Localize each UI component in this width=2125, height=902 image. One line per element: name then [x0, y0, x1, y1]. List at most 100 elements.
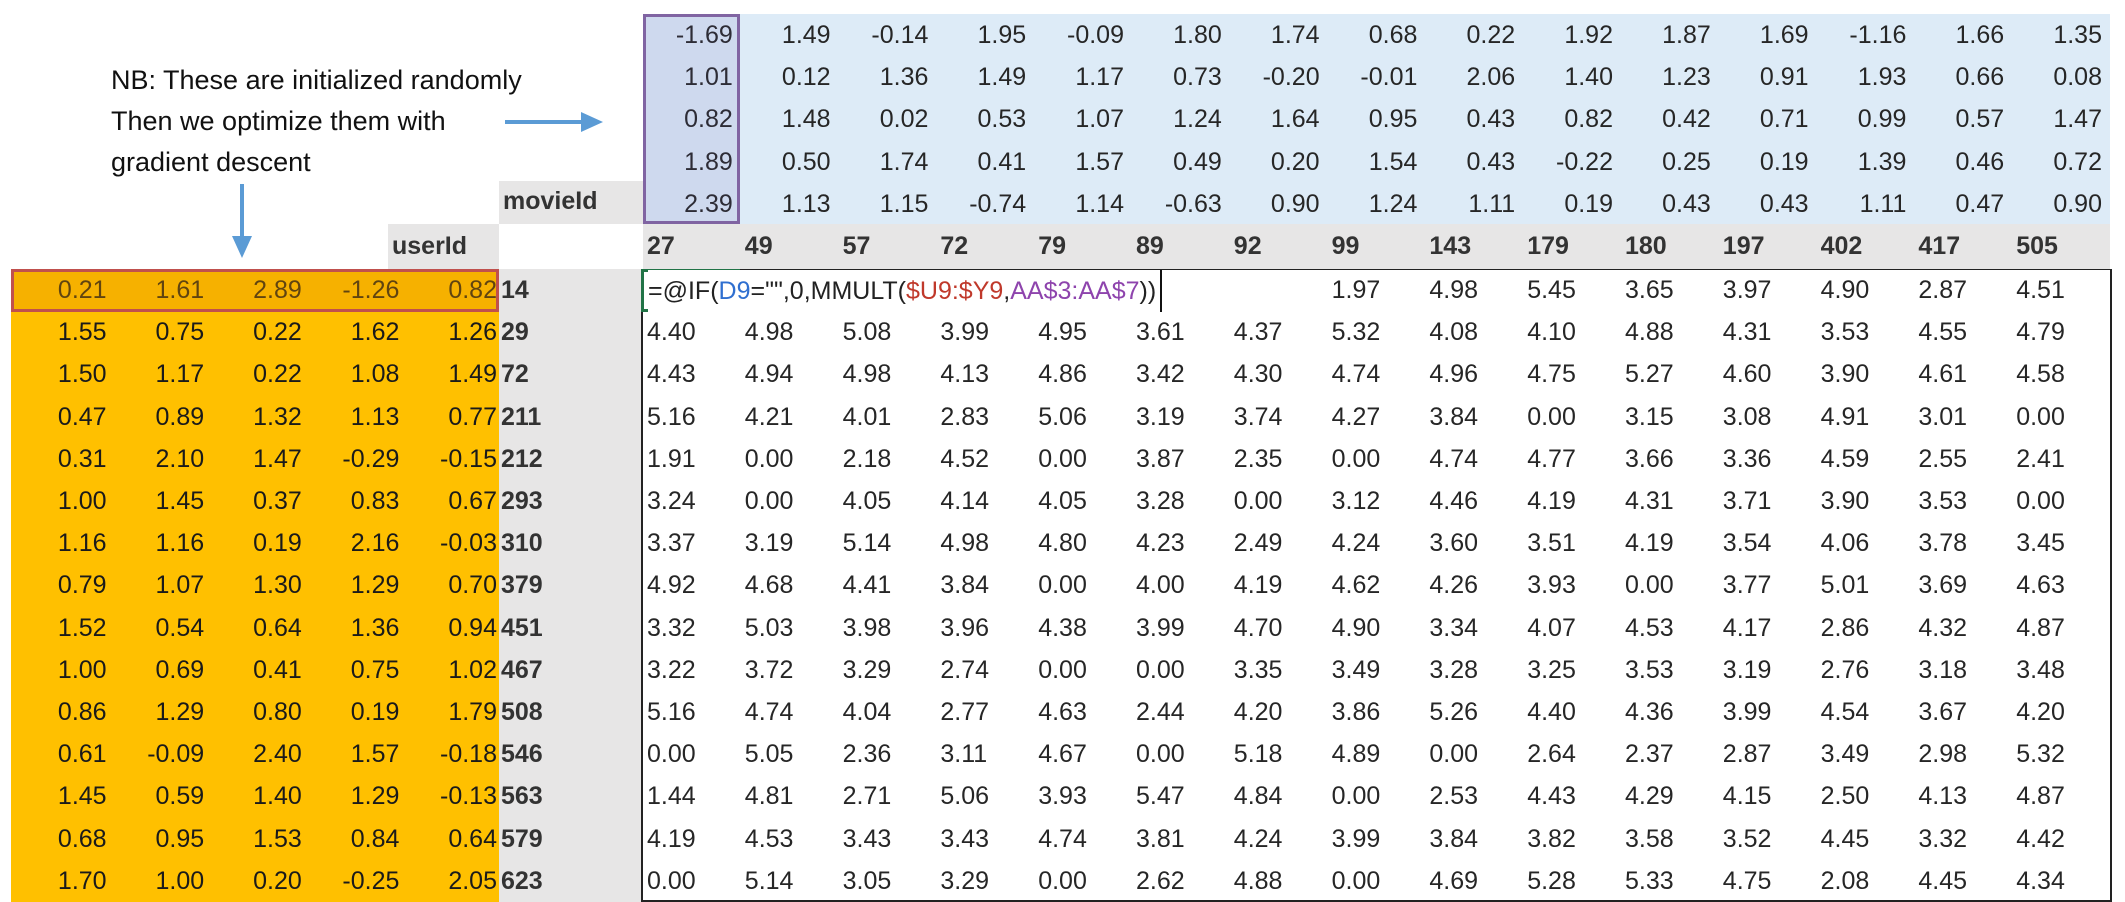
prediction-cell[interactable]: 0.00 — [647, 740, 696, 769]
movie-factor-cell[interactable]: -1.69 — [675, 21, 733, 49]
prediction-cell[interactable]: 3.98 — [842, 613, 892, 642]
prediction-cell[interactable]: 5.03 — [744, 613, 794, 642]
prediction-cell[interactable]: 3.43 — [842, 824, 892, 853]
user-factor-cell[interactable]: 1.49 — [448, 360, 497, 389]
prediction-cell[interactable]: 0.00 — [1331, 866, 1381, 895]
user-factor-cell[interactable]: 0.83 — [350, 487, 400, 515]
prediction-cell[interactable]: 5.06 — [940, 782, 990, 811]
prediction-cell[interactable]: 2.53 — [1429, 782, 1479, 811]
prediction-cell[interactable]: 3.81 — [1136, 824, 1185, 853]
prediction-cell[interactable]: 3.19 — [1722, 655, 1772, 684]
movie-factor-cell[interactable]: 0.82 — [1564, 105, 1613, 134]
prediction-cell[interactable]: 5.26 — [1429, 698, 1479, 726]
user-factor-cell[interactable]: 1.61 — [155, 276, 205, 304]
prediction-cell[interactable]: 1.91 — [647, 444, 696, 473]
prediction-cell[interactable]: 0.00 — [2016, 402, 2065, 431]
prediction-cell[interactable]: 2.76 — [1820, 655, 1870, 684]
user-factor-cell[interactable]: -0.13 — [440, 782, 497, 811]
prediction-cell[interactable]: 5.18 — [1233, 740, 1283, 769]
prediction-cell[interactable]: 4.31 — [1722, 318, 1772, 347]
prediction-cell[interactable]: 4.31 — [1625, 487, 1674, 515]
prediction-cell[interactable]: 3.66 — [1625, 444, 1674, 473]
prediction-cell[interactable]: 4.42 — [2016, 824, 2065, 853]
prediction-cell[interactable]: 0.00 — [1429, 740, 1479, 769]
movie-factor-cell[interactable]: 1.15 — [879, 189, 929, 218]
prediction-cell[interactable]: 4.36 — [1625, 698, 1674, 726]
movie-factor-cell[interactable]: 0.02 — [879, 105, 929, 134]
prediction-cell[interactable]: 5.14 — [744, 866, 794, 895]
user-factor-cell[interactable]: 1.17 — [155, 360, 205, 389]
prediction-cell[interactable]: 0.00 — [1331, 444, 1381, 473]
prediction-cell[interactable]: 4.91 — [1820, 402, 1870, 431]
movie-factor-cell[interactable]: 1.01 — [684, 63, 733, 92]
prediction-cell[interactable]: 3.37 — [647, 529, 696, 558]
prediction-cell[interactable]: 3.28 — [1136, 487, 1185, 515]
selected-movie-column[interactable] — [643, 14, 740, 224]
user-factor-cell[interactable]: -0.29 — [342, 444, 400, 473]
user-factor-cell[interactable]: 1.16 — [155, 529, 205, 558]
prediction-cell[interactable]: 3.84 — [1429, 402, 1479, 431]
prediction-cell[interactable]: 4.19 — [1625, 529, 1674, 558]
user-factor-cell[interactable]: 1.36 — [350, 613, 400, 642]
prediction-cell[interactable]: 4.98 — [940, 529, 990, 558]
user-factor-cell[interactable]: 1.13 — [350, 402, 400, 431]
prediction-cell[interactable]: 3.78 — [1918, 529, 1968, 558]
prediction-cell[interactable]: 4.01 — [842, 402, 892, 431]
movie-factor-cell[interactable]: -0.74 — [969, 189, 1027, 218]
prediction-cell[interactable]: 4.81 — [744, 782, 794, 811]
prediction-cell[interactable]: 4.63 — [1038, 698, 1087, 726]
prediction-cell[interactable]: 4.20 — [1233, 698, 1283, 726]
movie-factor-cell[interactable]: -0.09 — [1067, 21, 1124, 49]
movie-factor-cell[interactable]: 1.54 — [1368, 147, 1418, 176]
prediction-cell[interactable]: 5.16 — [647, 698, 696, 726]
user-factor-cell[interactable]: -0.18 — [440, 740, 497, 769]
prediction-cell[interactable]: 0.00 — [1038, 444, 1087, 473]
prediction-cell[interactable]: 2.62 — [1136, 866, 1185, 895]
prediction-cell[interactable]: 3.34 — [1429, 613, 1479, 642]
prediction-cell[interactable]: 5.16 — [647, 402, 696, 431]
movie-factor-cell[interactable]: 0.43 — [1662, 189, 1711, 218]
prediction-cell[interactable]: 2.18 — [842, 444, 892, 473]
prediction-cell[interactable]: 2.08 — [1820, 866, 1870, 895]
user-factor-cell[interactable]: 1.07 — [155, 571, 205, 600]
prediction-cell[interactable]: 2.86 — [1820, 613, 1870, 642]
prediction-cell[interactable]: 2.37 — [1625, 740, 1674, 769]
prediction-cell[interactable]: 1.44 — [647, 782, 696, 811]
prediction-cell[interactable]: 4.51 — [2016, 276, 2065, 304]
user-factor-cell[interactable]: 0.21 — [57, 276, 107, 304]
prediction-cell[interactable]: 5.14 — [842, 529, 892, 558]
prediction-cell[interactable]: 3.18 — [1918, 655, 1968, 684]
prediction-cell[interactable]: 0.00 — [1038, 866, 1087, 895]
user-factor-cell[interactable]: 0.69 — [155, 655, 205, 684]
prediction-cell[interactable]: 4.94 — [744, 360, 794, 389]
prediction-cell[interactable]: 3.58 — [1625, 824, 1674, 853]
prediction-cell[interactable]: 4.63 — [2016, 571, 2065, 600]
prediction-cell[interactable]: 3.60 — [1429, 529, 1479, 558]
prediction-cell[interactable]: 3.93 — [1527, 571, 1576, 600]
prediction-cell[interactable]: 4.75 — [1527, 360, 1576, 389]
user-factor-cell[interactable]: 1.00 — [57, 655, 107, 684]
prediction-cell[interactable]: 4.34 — [2016, 866, 2065, 895]
movie-factor-cell[interactable]: 2.39 — [684, 189, 733, 218]
prediction-cell[interactable]: 4.45 — [1820, 824, 1870, 853]
prediction-cell[interactable]: 4.45 — [1918, 866, 1968, 895]
prediction-cell[interactable]: 3.19 — [744, 529, 794, 558]
movie-factor-cell[interactable]: 0.71 — [1759, 105, 1809, 134]
prediction-cell[interactable]: 4.61 — [1918, 360, 1968, 389]
movie-factor-cell[interactable]: 0.53 — [977, 105, 1027, 134]
movie-factor-cell[interactable]: 1.17 — [1075, 63, 1124, 92]
user-factor-cell[interactable]: 1.79 — [448, 698, 497, 726]
user-factor-cell[interactable]: 0.47 — [57, 402, 107, 431]
prediction-cell[interactable]: 3.53 — [1918, 487, 1968, 515]
movie-factor-cell[interactable]: 0.50 — [781, 147, 831, 176]
prediction-cell[interactable]: 5.47 — [1136, 782, 1185, 811]
prediction-cell[interactable]: 3.87 — [1136, 444, 1185, 473]
prediction-cell[interactable]: 4.92 — [647, 571, 696, 600]
prediction-cell[interactable]: 4.87 — [2016, 613, 2065, 642]
movie-factor-cell[interactable]: 0.82 — [684, 105, 733, 134]
user-factor-cell[interactable]: 1.26 — [448, 318, 497, 347]
user-factor-cell[interactable]: 0.80 — [253, 698, 302, 726]
movie-factor-cell[interactable]: 1.74 — [879, 147, 929, 176]
prediction-cell[interactable]: 3.99 — [1722, 698, 1772, 726]
prediction-cell[interactable]: 4.37 — [1233, 318, 1283, 347]
